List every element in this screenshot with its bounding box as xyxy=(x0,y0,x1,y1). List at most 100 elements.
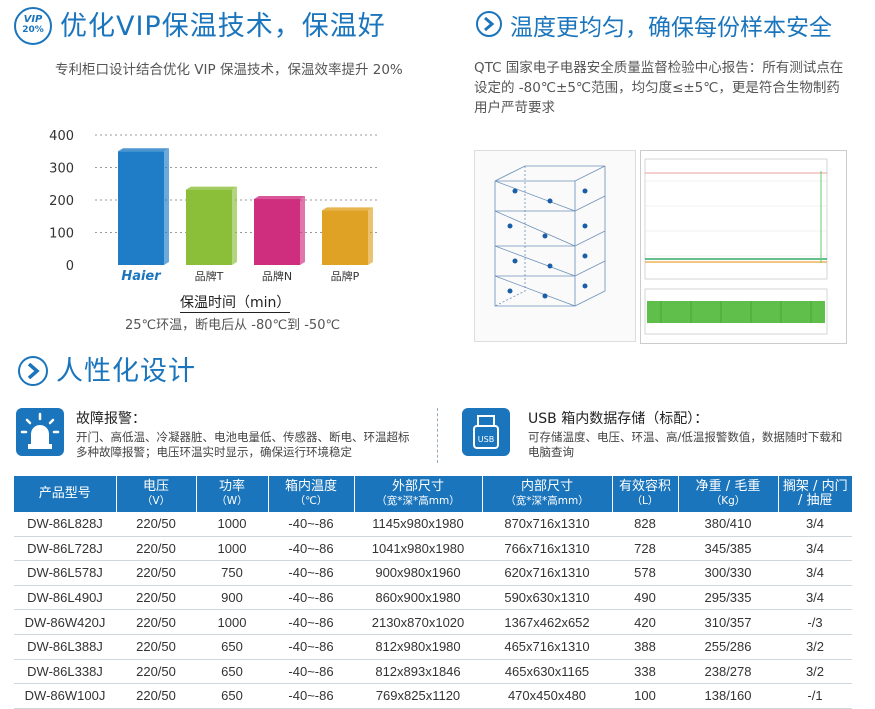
bar xyxy=(118,151,164,265)
table-cell: 295/335 xyxy=(678,585,778,611)
x-tick-label: 品牌P xyxy=(331,269,360,283)
y-tick-label: 300 xyxy=(49,162,74,177)
section2-title: 温度更均匀，确保每份样本安全 xyxy=(510,15,832,41)
col-header: 内部尺寸 （宽*深*高mm） xyxy=(482,476,613,512)
table-cell: 3/2 xyxy=(778,659,852,685)
table-cell: 220/50 xyxy=(116,659,196,685)
col-header: 有效容积 （L） xyxy=(612,476,679,512)
bar xyxy=(186,189,232,265)
table-row: DW-86L828J 220/50 1000 -40~-86 1145x980x1980… xyxy=(14,512,852,537)
table-cell: 3/4 xyxy=(778,512,852,537)
table-cell: 650 xyxy=(196,659,268,685)
table-row: DW-86L388J 220/50 650 -40~-86 812x980x1980 46… xyxy=(14,634,852,660)
table-row: DW-86L728J 220/50 1000 -40~-86 1041x980x1980… xyxy=(14,536,852,562)
table-cell: DW-86L338J xyxy=(14,659,116,685)
table-cell: 828 xyxy=(612,512,678,537)
table-cell: 766x716x1310 xyxy=(482,536,612,562)
table-cell: -40~-86 xyxy=(268,585,354,611)
usb-text: 可存储温度、电压、环温、高/低温报警数值，数据随时下载和电脑查询 xyxy=(528,430,843,459)
x-tick-label: 品牌T xyxy=(195,269,224,283)
table-cell: 220/50 xyxy=(116,609,196,635)
section2-text: QTC 国家电子电器安全质量监督检验中心报告：所有测试点在设定的 -80℃±5℃… xyxy=(474,60,844,116)
table-cell: 3/4 xyxy=(778,585,852,611)
chart-canvas: 0 100 200 300 400 Haier 品牌T 品牌N 品牌P xyxy=(49,129,380,284)
test-point-diagram xyxy=(474,150,636,342)
bar-side xyxy=(164,148,169,265)
table-cell: 220/50 xyxy=(116,585,196,611)
bar-side xyxy=(232,186,237,265)
chevron-right-icon xyxy=(476,11,502,37)
table-cell: 380/410 xyxy=(678,512,778,537)
vip-chart: 0 100 200 300 400 Haier 品牌T 品牌N 品牌P xyxy=(40,110,440,340)
table-cell: 1041x980x1980 xyxy=(354,536,482,562)
table-cell: 345/385 xyxy=(678,536,778,562)
col-header: 搁架 / 内门 / 抽屉 xyxy=(778,476,852,512)
table-cell: 750 xyxy=(196,560,268,586)
section1-title: 优化VIP保温技术，保温好 xyxy=(60,11,386,42)
table-cell: -40~-86 xyxy=(268,560,354,586)
col-header: 箱内温度 （℃） xyxy=(268,476,355,512)
y-tick-label: 0 xyxy=(66,259,74,274)
usb-icon-label: USB xyxy=(477,435,495,444)
section1-subtitle: 专利柜口设计结合优化 VIP 保温技术，保温效率提升 20% xyxy=(55,62,403,78)
table-cell: DW-86W420J xyxy=(14,609,116,635)
table-cell: -40~-86 xyxy=(268,512,354,537)
table-cell: 860x900x1980 xyxy=(354,585,482,611)
table-cell: 590x630x1310 xyxy=(482,585,612,611)
bar-side xyxy=(368,207,373,265)
bar-top xyxy=(186,186,237,190)
x-tick-label: 品牌N xyxy=(262,269,292,283)
divider xyxy=(437,408,438,463)
table-cell: 620x716x1310 xyxy=(482,560,612,586)
table-header-row: 产品型号 电压 （V） 功率 （W） 箱内温度 （℃） 外部尺寸 （宽*深*高mm） 内… xyxy=(14,476,852,512)
table-cell: 870x716x1310 xyxy=(482,512,612,537)
table-cell: 900 xyxy=(196,585,268,611)
table-cell: DW-86L578J xyxy=(14,560,116,586)
bar xyxy=(322,210,368,265)
alarm-text: 开门、高低温、冷凝器脏、电池电量低、传感器、断电、环温超标多种故障报警；电压环温… xyxy=(76,430,410,459)
table-row: DW-86W420J 220/50 1000 -40~-86 2130x870x1020… xyxy=(14,609,852,635)
table-cell: -40~-86 xyxy=(268,536,354,562)
table-cell: 3/4 xyxy=(778,536,852,562)
table-cell: -40~-86 xyxy=(268,634,354,660)
table-cell: 255/286 xyxy=(678,634,778,660)
table-row: DW-86L338J 220/50 650 -40~-86 812x893x1846 46… xyxy=(14,659,852,685)
bar-top xyxy=(322,207,373,211)
table-cell: 900x980x1960 xyxy=(354,560,482,586)
x-tick-label: Haier xyxy=(121,269,162,284)
table-cell: 578 xyxy=(612,560,678,586)
table-cell: 1000 xyxy=(196,609,268,635)
usb-icon: USB xyxy=(462,408,510,456)
table-cell: 220/50 xyxy=(116,634,196,660)
table-cell: 3/4 xyxy=(778,560,852,586)
table-cell: 728 xyxy=(612,536,678,562)
table-cell: 338 xyxy=(612,659,678,685)
bar-top xyxy=(254,196,305,200)
table-cell: DW-86L388J xyxy=(14,634,116,660)
bar xyxy=(254,199,300,265)
table-cell: -40~-86 xyxy=(268,659,354,685)
col-header: 产品型号 xyxy=(14,476,117,512)
vip-badge-icon: VIP 20% xyxy=(14,7,52,45)
col-header: 电压 （V） xyxy=(116,476,197,512)
y-tick-label: 400 xyxy=(49,129,74,144)
table-cell: DW-86L828J xyxy=(14,512,116,537)
table-cell: 812x893x1846 xyxy=(354,659,482,685)
table-cell: 465x716x1310 xyxy=(482,634,612,660)
chevron-right-icon xyxy=(18,356,48,386)
table-cell: 465x630x1165 xyxy=(482,659,612,685)
table-cell: 220/50 xyxy=(116,512,196,537)
table-cell: 3/2 xyxy=(778,634,852,660)
table-cell: -/3 xyxy=(778,609,852,635)
table-row: DW-86L490J 220/50 900 -40~-86 860x900x1980 59… xyxy=(14,585,852,611)
table-cell: 1367x462x652 xyxy=(482,609,612,635)
bar-side xyxy=(300,196,305,265)
table-cell: 238/278 xyxy=(678,659,778,685)
col-header: 净重 / 毛重 （Kg） xyxy=(678,476,779,512)
table-cell: 2130x870x1020 xyxy=(354,609,482,635)
temperature-graph xyxy=(640,150,847,344)
usb-title: USB 箱内数据存储（标配）： xyxy=(528,411,709,427)
alarm-title: 故障报警： xyxy=(76,411,146,427)
table-cell: 1000 xyxy=(196,512,268,537)
col-header: 外部尺寸 （宽*深*高mm） xyxy=(354,476,483,512)
